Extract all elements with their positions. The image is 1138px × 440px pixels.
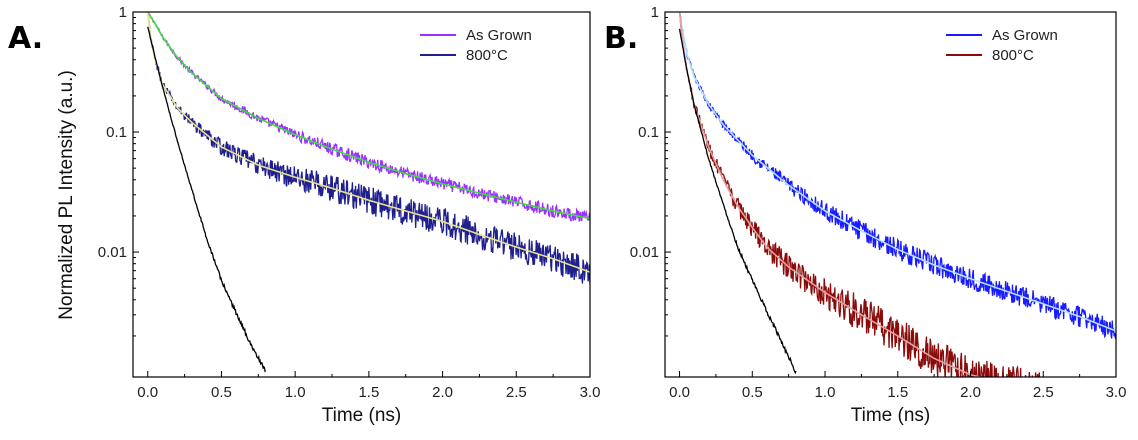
panel-label: A. <box>8 21 43 56</box>
series-line-1 <box>679 12 1116 340</box>
shared-y-axis-title: Normalized PL Intensity (a.u.) <box>56 70 77 320</box>
fit-line-1 <box>147 12 590 220</box>
fit-line-2 <box>678 12 983 377</box>
y-tick-label: 0.01 <box>98 244 127 261</box>
x-tick-label: 0.0 <box>669 384 690 401</box>
y-tick-label: 0.01 <box>630 244 659 261</box>
panel-a: A. 0.0 0.5 1.0 1.5 2.0 2.5 3.0 1 0.1 0.01 Time (ns)… <box>8 4 600 426</box>
y-tick-label: 0.1 <box>638 124 659 141</box>
fit-line-2 <box>146 12 590 273</box>
x-axis-title: Time (ns) <box>851 405 931 426</box>
series-line-3 <box>678 28 797 375</box>
series-line-2 <box>679 12 1041 377</box>
x-tick-label: 3.0 <box>1106 384 1127 401</box>
legend-label: As Grown <box>466 27 532 44</box>
x-axis-title: Time (ns) <box>322 405 402 426</box>
plot-area <box>678 12 1116 377</box>
x-tick-label: 2.5 <box>1033 384 1054 401</box>
x-tick-label: 2.0 <box>432 384 453 401</box>
series-line-2 <box>147 12 590 285</box>
x-tick-label: 0.5 <box>211 384 232 401</box>
x-tick-label: 0.5 <box>742 384 763 401</box>
x-tick-label: 1.0 <box>815 384 836 401</box>
panel-label: B. <box>604 21 638 56</box>
x-tick-label: 3.0 <box>580 384 601 401</box>
y-tick-label: 0.1 <box>106 124 127 141</box>
fit-line-1 <box>678 12 1116 332</box>
x-tick-label: 1.5 <box>358 384 379 401</box>
x-tick-label: 2.5 <box>506 384 527 401</box>
legend-label: 800°C <box>992 47 1034 64</box>
x-tick-label: 0.0 <box>137 384 158 401</box>
legend-label: 800°C <box>466 47 508 64</box>
x-tick-label: 1.0 <box>285 384 306 401</box>
y-tick-label: 1 <box>119 4 127 21</box>
y-tick-label: 1 <box>651 4 659 21</box>
panel-b: B. 0.0 0.5 1.0 1.5 2.0 2.5 3.0 1 0.1 0.01 Time (ns)… <box>604 4 1126 426</box>
x-tick-label: 2.0 <box>960 384 981 401</box>
x-tick-label: 1.5 <box>887 384 908 401</box>
series-line-3 <box>147 26 267 373</box>
plot-area <box>146 12 590 373</box>
legend-label: As Grown <box>992 27 1058 44</box>
